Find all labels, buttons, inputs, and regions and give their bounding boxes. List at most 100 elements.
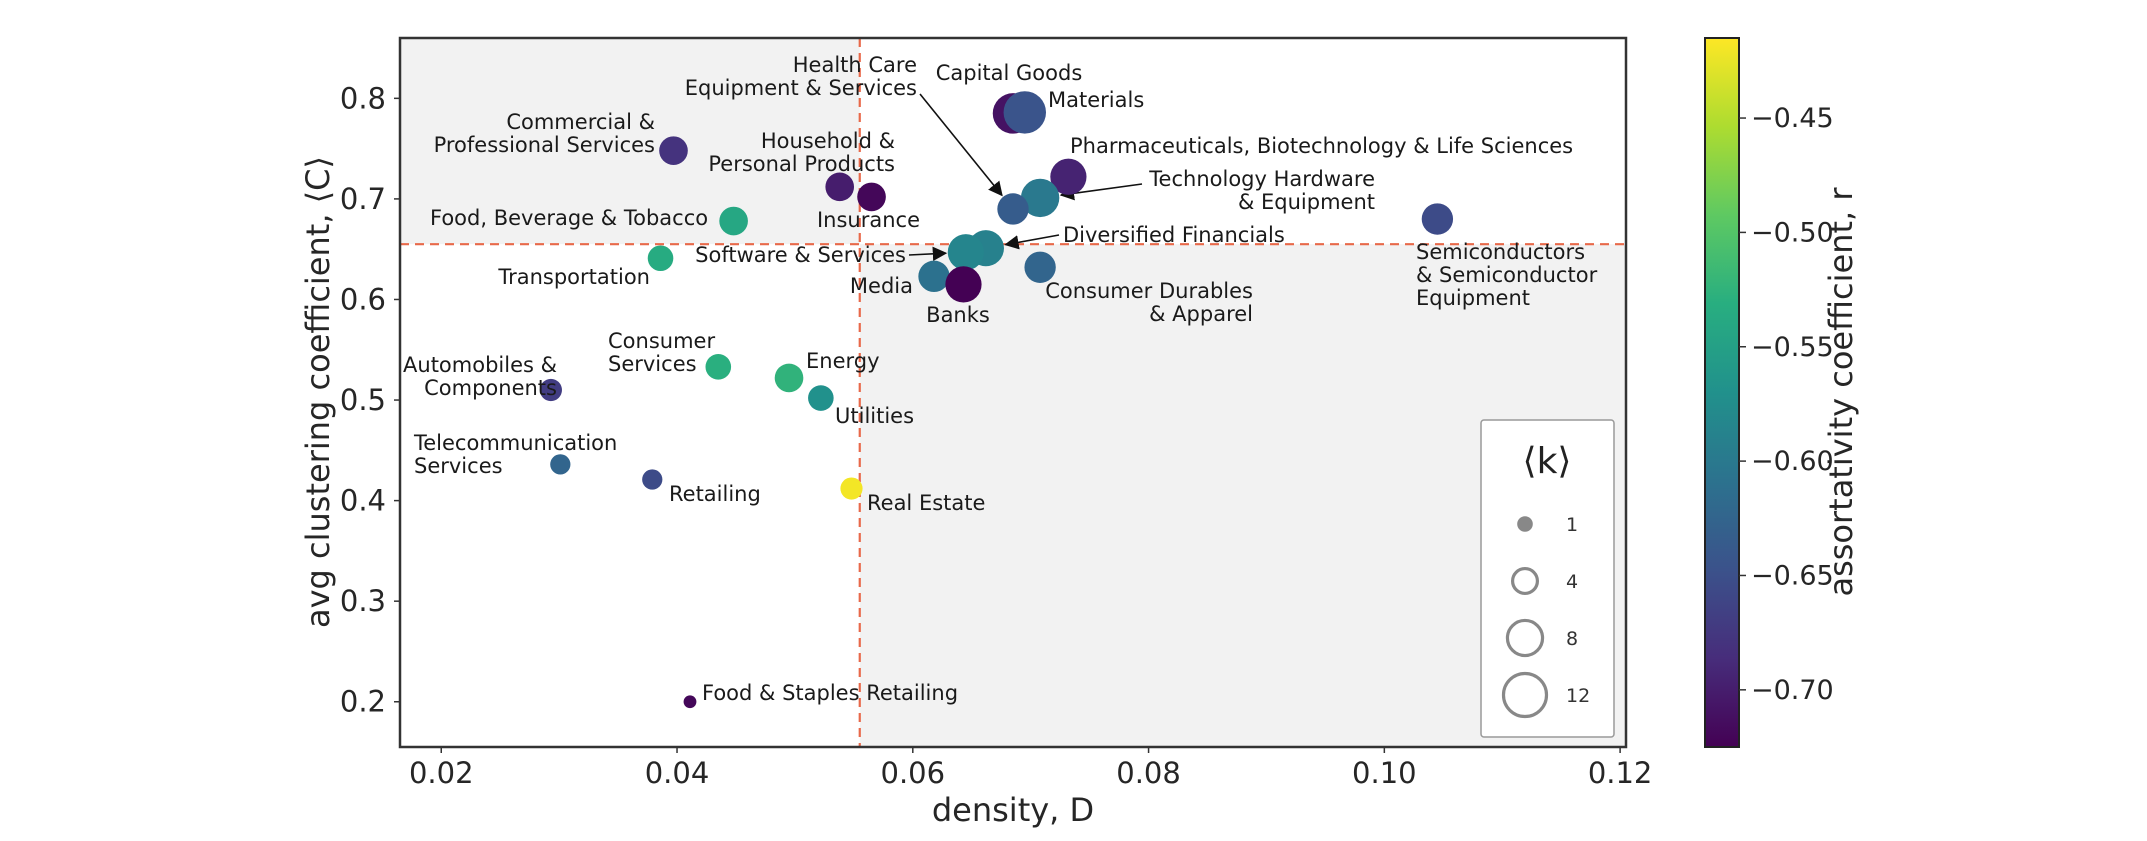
- point-label: Banks: [926, 303, 990, 327]
- point-label: & Equipment: [1238, 190, 1375, 214]
- data-point: [1024, 251, 1056, 283]
- colorbar-tick-label: −0.50: [1751, 217, 1834, 248]
- point-label: Materials: [1048, 88, 1144, 112]
- point-label: Capital Goods: [936, 61, 1083, 85]
- data-point: [1050, 158, 1087, 195]
- annotation-arrow: [908, 246, 948, 262]
- point-label: Media: [850, 274, 913, 298]
- point-label: Services: [608, 352, 697, 376]
- data-point: [947, 234, 984, 271]
- data-point: [774, 363, 804, 393]
- point-label: Food & Staples Retailing: [702, 681, 958, 705]
- data-point: [659, 136, 688, 165]
- legend-box: [1480, 419, 1615, 738]
- legend-title: ⟨k⟩: [1523, 441, 1572, 482]
- y-tick-label: 0.7: [340, 182, 386, 216]
- point-label: Semiconductors: [1416, 240, 1585, 264]
- x-tick-label: 0.06: [881, 756, 946, 790]
- colorbar-tick-label: −0.45: [1751, 103, 1834, 134]
- point-label: Personal Products: [708, 152, 895, 176]
- legend-marker: [1505, 618, 1545, 658]
- point-label: Consumer: [608, 329, 715, 353]
- data-point: [1020, 178, 1060, 218]
- x-tick-label: 0.08: [1116, 756, 1181, 790]
- data-point: [647, 245, 674, 272]
- point-label: Technology Hardware: [1148, 167, 1375, 191]
- colorbar-tick-label: −0.70: [1751, 675, 1834, 706]
- data-point: [825, 172, 855, 202]
- y-tick-label: 0.2: [340, 685, 386, 719]
- point-label: Utilities: [835, 404, 914, 428]
- point-label: Software & Services: [695, 243, 906, 267]
- y-tick-label: 0.5: [340, 383, 386, 417]
- data-point: [945, 266, 982, 303]
- point-label: Real Estate: [867, 491, 985, 515]
- size-legend: ⟨k⟩ 1 4 8 12: [1480, 419, 1615, 738]
- data-point: [642, 469, 663, 490]
- annotation-arrow: [1004, 234, 1060, 250]
- quadrant-top-left: [400, 38, 860, 245]
- y-tick-label: 0.6: [340, 282, 386, 316]
- point-label: Pharmaceuticals, Biotechnology & Life Sc…: [1070, 134, 1573, 158]
- point-label: Energy: [806, 349, 880, 373]
- colorbar-tick-label: −0.65: [1751, 560, 1834, 591]
- annotation-arrow: [919, 93, 1003, 197]
- y-axis-title: avg clustering coefficient, ⟨C⟩: [299, 156, 337, 628]
- data-point: [808, 385, 834, 411]
- point-label: & Semiconductor: [1416, 263, 1598, 287]
- x-tick-label: 0.04: [645, 756, 710, 790]
- legend-label: 12: [1566, 685, 1590, 707]
- colorbar-title: assortativity coefficient, r: [1822, 187, 1860, 597]
- y-axis-ticks: 0.2 0.3 0.4 0.5 0.6 0.7 0.8: [340, 81, 400, 719]
- point-label: Health Care: [793, 53, 917, 77]
- point-label: Automobiles &: [403, 353, 557, 377]
- point-label: Diversified Financials: [1063, 223, 1285, 247]
- legend-label: 1: [1566, 514, 1578, 536]
- data-point: [997, 193, 1029, 225]
- y-tick-label: 0.8: [340, 81, 386, 115]
- colorbar-tick-label: −0.60: [1751, 446, 1834, 477]
- x-tick-label: 0.02: [409, 756, 474, 790]
- point-label: Transportation: [497, 265, 650, 289]
- data-point: [550, 454, 571, 475]
- colorbar-tick-label: −0.55: [1751, 332, 1834, 363]
- point-label: Equipment: [1416, 286, 1530, 310]
- legend-marker: [1517, 516, 1533, 532]
- point-label: Food, Beverage & Tobacco: [430, 206, 708, 230]
- point-label: Professional Services: [434, 133, 655, 157]
- data-point: [918, 260, 950, 293]
- data-point: [1003, 91, 1047, 134]
- point-label: Insurance: [817, 208, 920, 232]
- x-axis-ticks: 0.02 0.04 0.06 0.08 0.10 0.12: [409, 747, 1652, 790]
- legend-label: 4: [1566, 571, 1578, 593]
- x-tick-label: 0.12: [1588, 756, 1653, 790]
- point-label: Household &: [761, 129, 895, 153]
- data-point: [840, 477, 863, 500]
- legend-marker: [1510, 566, 1540, 596]
- point-label: Retailing: [669, 482, 761, 506]
- data-point: [1421, 203, 1454, 235]
- point-label: Services: [414, 454, 503, 478]
- y-tick-label: 0.3: [340, 584, 386, 618]
- x-axis-title: density, D: [932, 791, 1094, 829]
- y-tick-label: 0.4: [340, 484, 386, 518]
- point-label: Equipment & Services: [685, 76, 917, 100]
- point-label: Components: [424, 376, 557, 400]
- data-point: [705, 354, 732, 380]
- point-label: Commercial &: [506, 110, 655, 134]
- data-point: [683, 695, 697, 709]
- x-tick-label: 0.10: [1352, 756, 1417, 790]
- legend-label: 8: [1566, 628, 1578, 650]
- data-point: [539, 378, 562, 402]
- colorbar: −0.45 −0.50 −0.55 −0.60 −0.65 −0.70 assortati…: [1704, 37, 1860, 748]
- legend-marker: [1501, 671, 1549, 719]
- point-label: Consumer Durables: [1045, 279, 1253, 303]
- point-label: & Apparel: [1149, 302, 1253, 326]
- data-point: [719, 206, 748, 236]
- point-label: Telecommunication: [413, 431, 617, 455]
- data-point: [857, 182, 886, 212]
- threshold-lines: [400, 38, 1626, 747]
- data-points: [539, 91, 1454, 709]
